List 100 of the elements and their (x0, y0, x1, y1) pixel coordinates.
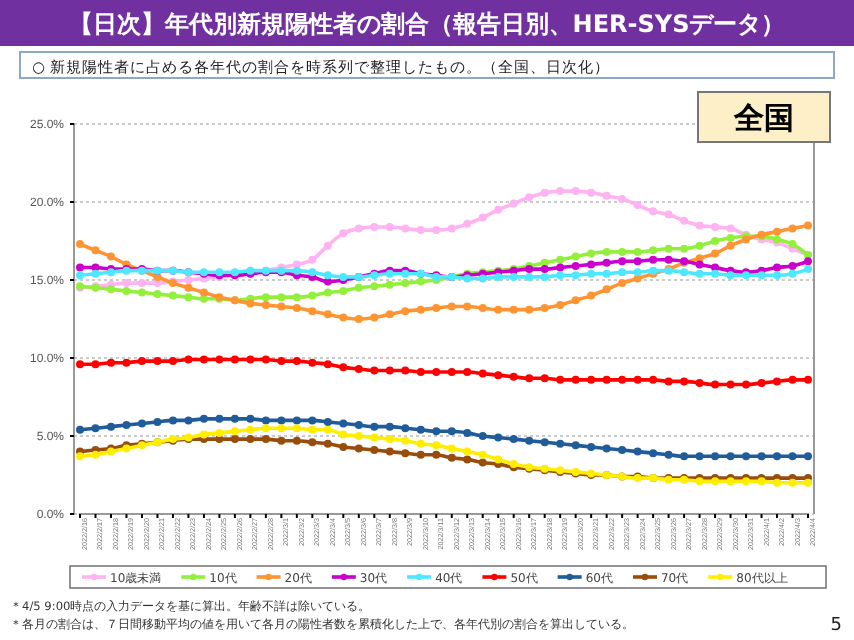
point (711, 249, 720, 258)
point (463, 428, 472, 437)
point (122, 279, 131, 288)
point (323, 241, 332, 250)
point (726, 271, 735, 280)
point (649, 255, 658, 264)
point (292, 266, 301, 275)
point (664, 450, 673, 459)
point (91, 424, 100, 433)
point (633, 247, 642, 256)
point (168, 291, 177, 300)
point (649, 449, 658, 458)
point (649, 375, 658, 384)
point (261, 293, 270, 302)
point (664, 255, 673, 264)
point (804, 452, 812, 461)
point (602, 375, 611, 384)
point (401, 424, 410, 433)
point (323, 417, 332, 426)
point (711, 222, 720, 231)
point (153, 290, 162, 299)
point (106, 285, 115, 294)
point (199, 288, 208, 297)
point (308, 291, 317, 300)
point (323, 310, 332, 319)
point (695, 254, 704, 263)
point (680, 377, 689, 386)
point (385, 447, 394, 456)
point (246, 435, 255, 444)
point (556, 271, 565, 280)
point (277, 357, 286, 366)
point (292, 260, 301, 269)
point (602, 285, 611, 294)
point (773, 263, 782, 272)
point (633, 201, 642, 210)
point (540, 188, 549, 197)
point (587, 291, 596, 300)
point (602, 269, 611, 278)
point (354, 432, 363, 440)
point (804, 375, 812, 384)
point (540, 374, 549, 383)
point (680, 244, 689, 253)
point (416, 226, 425, 235)
point (680, 452, 689, 461)
point (726, 241, 735, 250)
point (106, 422, 115, 431)
point (277, 293, 286, 302)
point (354, 224, 363, 233)
point (308, 255, 317, 264)
point (556, 375, 565, 384)
point (540, 438, 549, 447)
point (122, 286, 131, 295)
point (199, 355, 208, 364)
point (76, 263, 84, 272)
point (323, 360, 332, 369)
point (540, 265, 549, 274)
point (509, 199, 518, 208)
point (618, 279, 627, 288)
point (261, 435, 270, 444)
point (788, 452, 797, 461)
point (571, 375, 580, 384)
point (726, 224, 735, 233)
point (587, 442, 596, 451)
point (106, 358, 115, 367)
point (478, 458, 487, 467)
point (649, 246, 658, 255)
point (432, 226, 441, 235)
point (618, 446, 627, 455)
point (308, 307, 317, 316)
point (556, 439, 565, 448)
point (773, 227, 782, 236)
point (494, 305, 503, 314)
point (153, 417, 162, 426)
point (804, 257, 812, 266)
point (354, 444, 363, 453)
point (370, 313, 379, 322)
point (339, 442, 348, 451)
point (804, 265, 812, 274)
point (432, 450, 441, 459)
point (308, 358, 317, 367)
point (587, 188, 596, 197)
point (773, 271, 782, 280)
point (788, 261, 797, 270)
point (633, 447, 642, 456)
point (385, 366, 394, 375)
point (773, 377, 782, 386)
point (571, 252, 580, 261)
point (618, 375, 627, 384)
point (416, 368, 425, 377)
point (370, 433, 379, 442)
point (339, 430, 348, 439)
point (323, 288, 332, 297)
point (137, 419, 146, 428)
point (618, 247, 627, 256)
point (184, 293, 193, 302)
point (385, 280, 394, 289)
point (447, 302, 456, 311)
point (695, 269, 704, 278)
point (711, 237, 720, 245)
point (401, 279, 410, 288)
